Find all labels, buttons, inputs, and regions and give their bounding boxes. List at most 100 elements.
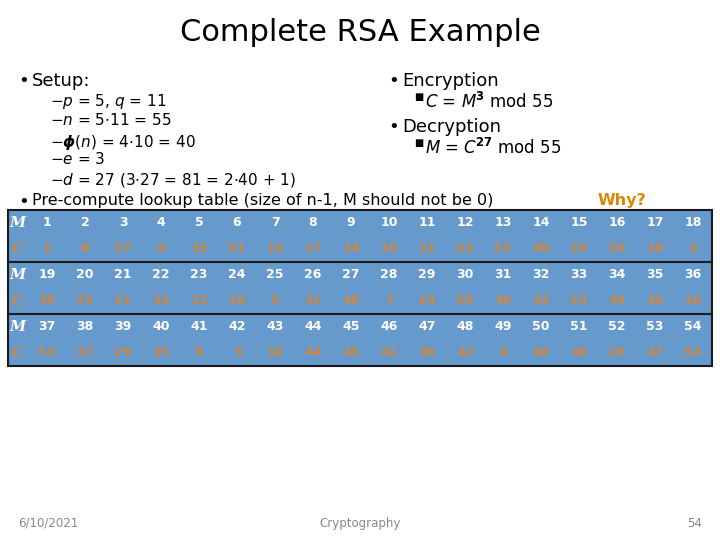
Text: 16: 16	[684, 294, 702, 307]
Text: 54: 54	[684, 321, 702, 334]
Text: 5: 5	[271, 294, 279, 307]
Text: 29: 29	[114, 347, 132, 360]
Text: 30: 30	[647, 294, 664, 307]
Text: •: •	[388, 72, 399, 90]
Text: 35: 35	[153, 347, 170, 360]
Text: 26: 26	[305, 268, 322, 281]
Text: 40: 40	[152, 321, 170, 334]
Text: 27: 27	[114, 242, 132, 255]
Text: 20: 20	[76, 268, 94, 281]
Text: 11: 11	[418, 217, 436, 230]
Text: 8: 8	[81, 242, 89, 255]
Text: 22: 22	[570, 294, 588, 307]
Text: 21: 21	[114, 268, 132, 281]
Text: Complete RSA Example: Complete RSA Example	[179, 18, 541, 47]
Text: •: •	[388, 118, 399, 136]
Text: Cryptography: Cryptography	[319, 517, 401, 530]
Text: 45: 45	[342, 347, 360, 360]
Text: 24: 24	[228, 268, 246, 281]
Text: 44: 44	[305, 347, 322, 360]
Text: 39: 39	[114, 321, 132, 334]
Text: $-\mathbf{\mathit{e}}$ = 3: $-\mathbf{\mathit{e}}$ = 3	[50, 151, 105, 167]
Text: 36: 36	[685, 268, 701, 281]
Text: 46: 46	[380, 321, 397, 334]
Text: 7: 7	[384, 294, 393, 307]
Text: 31: 31	[495, 268, 512, 281]
Text: Why?: Why?	[598, 193, 647, 208]
Text: 54: 54	[684, 347, 702, 360]
Text: 13: 13	[495, 217, 512, 230]
Bar	[8, 210, 712, 366]
Text: 38: 38	[76, 321, 94, 334]
Text: 46: 46	[570, 347, 588, 360]
Text: C: C	[12, 242, 24, 256]
Text: $-\mathbf{\mathit{p}}$ = 5, $\mathbf{\mathit{q}}$ = 11: $-\mathbf{\mathit{p}}$ = 5, $\mathbf{\ma…	[50, 92, 166, 111]
Text: 15: 15	[570, 217, 588, 230]
Text: 23: 23	[456, 242, 474, 255]
Text: 49: 49	[495, 321, 512, 334]
Text: 22: 22	[152, 268, 170, 281]
Text: C: C	[12, 294, 24, 308]
Text: 29: 29	[418, 268, 436, 281]
Text: 34: 34	[608, 294, 626, 307]
Text: 32: 32	[266, 347, 284, 360]
Text: 52: 52	[494, 242, 512, 255]
Text: 5: 5	[194, 217, 203, 230]
Text: 9: 9	[157, 242, 166, 255]
Text: 43: 43	[266, 321, 284, 334]
Text: 11: 11	[418, 242, 436, 255]
Text: 10: 10	[380, 242, 397, 255]
Text: 17: 17	[305, 242, 322, 255]
Text: $\mathbf{\mathit{M}}$ = $\mathbf{\mathit{C}}^{\mathbf{27}}$ mod 55: $\mathbf{\mathit{M}}$ = $\mathbf{\mathit…	[425, 138, 562, 158]
Text: 33: 33	[153, 294, 170, 307]
Text: 50: 50	[456, 294, 474, 307]
Text: 54: 54	[687, 517, 702, 530]
Text: 18: 18	[684, 217, 702, 230]
Text: 45: 45	[342, 321, 360, 334]
Text: 40: 40	[532, 347, 550, 360]
Text: 31: 31	[305, 294, 322, 307]
Text: 15: 15	[190, 242, 208, 255]
Text: M: M	[10, 268, 26, 282]
Text: 33: 33	[570, 268, 588, 281]
Text: 25: 25	[266, 268, 284, 281]
Text: 24: 24	[418, 294, 436, 307]
Text: 6: 6	[233, 217, 241, 230]
Text: 2: 2	[688, 242, 698, 255]
Text: Encryption: Encryption	[402, 72, 499, 90]
Text: 53: 53	[38, 347, 55, 360]
Text: 49: 49	[532, 242, 549, 255]
Text: ■: ■	[414, 138, 423, 148]
Text: 21: 21	[114, 294, 132, 307]
Text: 10: 10	[380, 217, 397, 230]
Text: 9: 9	[347, 217, 355, 230]
Text: 23: 23	[190, 268, 207, 281]
Text: 48: 48	[456, 321, 474, 334]
Text: 16: 16	[608, 217, 626, 230]
Text: 6/10/2021: 6/10/2021	[18, 517, 78, 530]
Text: 43: 43	[532, 294, 549, 307]
Text: 12: 12	[456, 217, 474, 230]
Text: 20: 20	[570, 242, 588, 255]
Text: 37: 37	[38, 321, 55, 334]
Text: 13: 13	[266, 242, 284, 255]
Text: 27: 27	[342, 268, 360, 281]
Text: 8: 8	[309, 217, 318, 230]
Text: 51: 51	[228, 242, 246, 255]
Text: 38: 38	[418, 347, 436, 360]
Text: 4: 4	[157, 217, 166, 230]
Text: 41: 41	[190, 321, 208, 334]
Text: 14: 14	[342, 242, 360, 255]
Text: Setup:: Setup:	[32, 72, 91, 90]
Text: $\mathbf{\mathit{C}}$ = $\mathbf{\mathit{M}}^{\mathbf{3}}$ mod 55: $\mathbf{\mathit{C}}$ = $\mathbf{\mathit…	[425, 92, 554, 112]
Text: 35: 35	[647, 268, 664, 281]
Text: 19: 19	[228, 294, 246, 307]
Text: 3: 3	[119, 217, 127, 230]
Text: C: C	[12, 346, 24, 360]
Text: $-\mathbf{\mathit{d}}$ = 27 (3$\cdot$27 = 81 = 2$\cdot$40 + 1): $-\mathbf{\mathit{d}}$ = 27 (3$\cdot$27 …	[50, 171, 296, 189]
Text: 4: 4	[499, 347, 508, 360]
Text: 53: 53	[647, 321, 664, 334]
Text: 7: 7	[271, 217, 279, 230]
Text: 39: 39	[38, 294, 55, 307]
Text: M: M	[10, 320, 26, 334]
